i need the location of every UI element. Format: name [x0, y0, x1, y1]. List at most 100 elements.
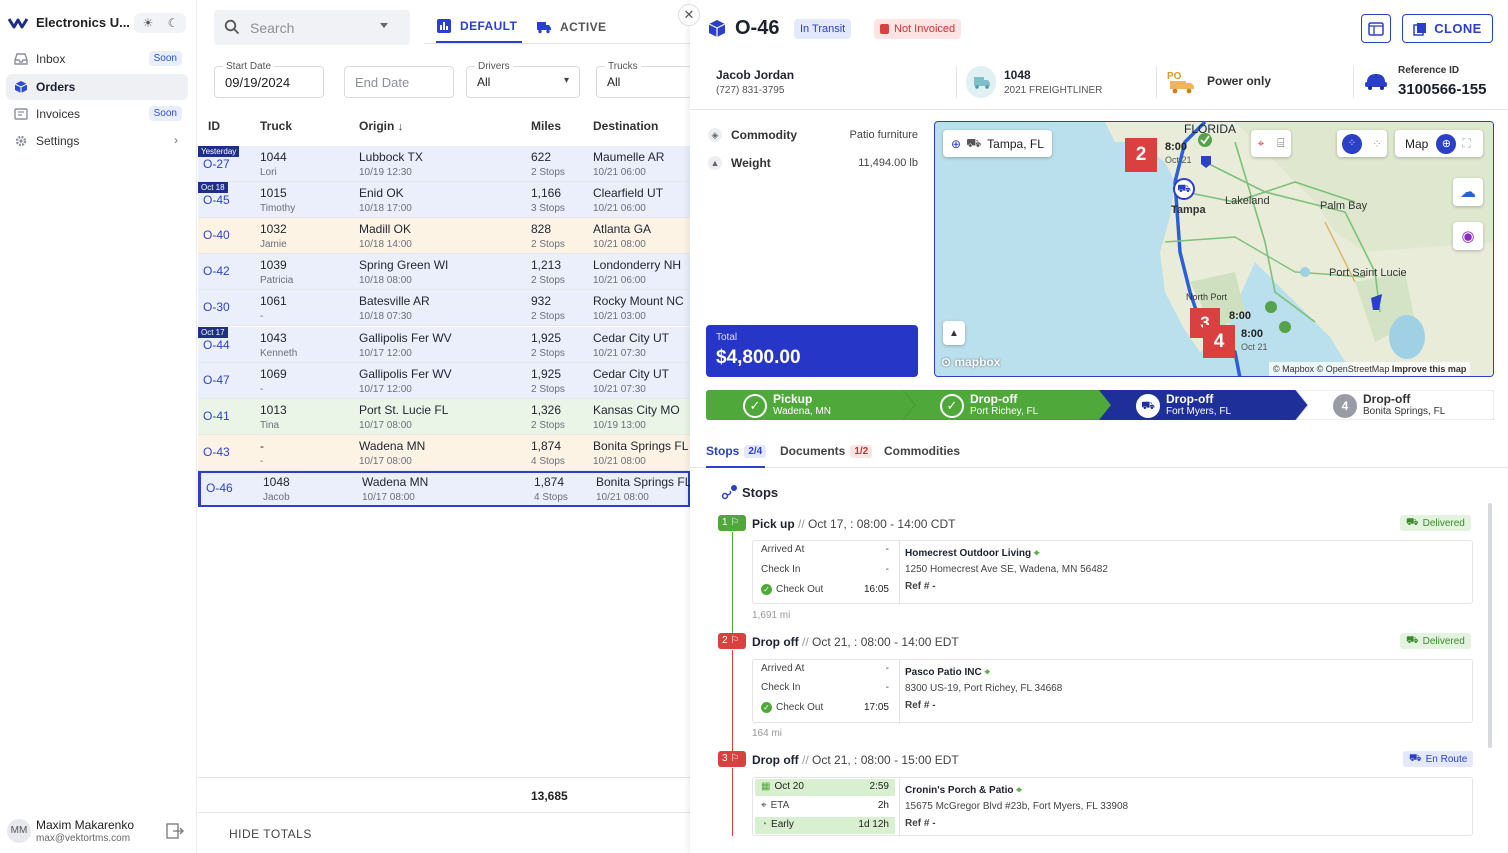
- marker-time: 8:00: [1229, 310, 1252, 322]
- tab-stops[interactable]: Stops 2/4: [706, 444, 767, 458]
- order-id-link[interactable]: O-41: [203, 409, 230, 423]
- route-alt-icon[interactable]: ⁘: [1371, 136, 1383, 151]
- stop-card[interactable]: Arrived At - Check In - ✓ Check Out 17:05…: [752, 659, 1473, 724]
- map-route-control[interactable]: ⁘ ⁘: [1337, 130, 1387, 157]
- tab-commodities[interactable]: Commodities: [884, 444, 960, 458]
- sidebar-item-settings[interactable]: Settings ›: [6, 128, 188, 154]
- map-marker-stop-4[interactable]: 4: [1203, 325, 1235, 358]
- fullscreen-icon[interactable]: ⛶: [1462, 136, 1471, 150]
- theme-toggle[interactable]: ☀ ☾: [134, 13, 186, 33]
- table-row[interactable]: O-30 1061 - Batesville AR 10/18 07:30 932 2 St…: [198, 290, 690, 326]
- step-dropoff-2[interactable]: ⛟ Drop-off Fort Myers, FL: [1099, 390, 1296, 420]
- order-id-link[interactable]: O-46: [206, 481, 233, 495]
- end-date-field[interactable]: End Date: [344, 66, 454, 98]
- step-dropoff-1[interactable]: ✓ Drop-off Port Richey, FL: [903, 390, 1099, 420]
- improve-map-link[interactable]: Improve this map: [1391, 364, 1467, 374]
- order-id-link[interactable]: O-42: [203, 264, 230, 278]
- current-truck-marker-icon[interactable]: ⛟: [1173, 178, 1195, 200]
- order-id-link[interactable]: O-43: [203, 445, 230, 459]
- step-pickup[interactable]: ✓ Pickup Wadena, MN: [706, 390, 903, 420]
- stop-window: Oct 21, : 08:00 - 14:00 EDT: [812, 635, 959, 649]
- hide-totals-button[interactable]: HIDE TOTALS: [229, 827, 312, 841]
- bar-chart-icon: [437, 18, 451, 33]
- reference-value[interactable]: 3100566-155: [1398, 81, 1487, 98]
- order-id-link[interactable]: O-40: [203, 228, 230, 242]
- stop-card[interactable]: ▦ Oct 20 2:59 ⌖ ETA 2h ◔ Early 1d 12h Croni…: [752, 777, 1473, 837]
- facility-address: 1250 Homecrest Ave SE, Wadena, MN 56482: [905, 564, 1108, 575]
- map-layers-control[interactable]: ⌖ ⌸: [1251, 130, 1291, 157]
- sidebar: Electronics U... ☀ ☾ Inbox Soon Orders I…: [0, 0, 197, 853]
- compass-button[interactable]: ▲: [943, 321, 965, 345]
- search-dropdown-icon[interactable]: [380, 23, 388, 28]
- table-row[interactable]: O-41 1013 Tina Port St. Lucie FL 10/17 08:00…: [198, 399, 690, 435]
- tab-documents[interactable]: Documents 1/2: [780, 444, 873, 458]
- search-input[interactable]: Search: [250, 20, 295, 36]
- stop-type: Pick up: [752, 517, 795, 531]
- map-pin-icon[interactable]: ⌖: [1033, 548, 1040, 559]
- map-view-toggle[interactable]: Map ⊕ ⛶: [1395, 130, 1483, 157]
- column-header-truck[interactable]: Truck: [260, 119, 293, 133]
- scrollbar[interactable]: [1488, 503, 1492, 748]
- locate-button[interactable]: ◉: [1453, 222, 1483, 250]
- table-row[interactable]: Oct 18 O-45 1015 Timothy Enid OK 10/18 17:00 1…: [198, 182, 690, 218]
- truck-number[interactable]: 1048: [1004, 68, 1031, 82]
- table-row[interactable]: Oct 17 O-44 1043 Kenneth Gallipolis Fer WV 10…: [198, 327, 690, 363]
- map-pin-icon[interactable]: ⌖: [984, 667, 991, 678]
- clone-button[interactable]: CLONE: [1402, 14, 1493, 43]
- column-header-origin[interactable]: Origin ↓: [359, 119, 403, 133]
- map-marker-stop-2[interactable]: 2: [1125, 138, 1157, 172]
- satellite-icon[interactable]: ⌸: [1277, 136, 1285, 150]
- driver-phone[interactable]: (727) 831-3795: [716, 85, 785, 96]
- tab-active[interactable]: ACTIVE: [536, 10, 616, 43]
- logout-icon[interactable]: [166, 822, 184, 840]
- table-row[interactable]: O-46 1048 Jacob Wadena MN 10/17 08:00 1,874 4 …: [198, 471, 691, 507]
- destination-city: Londonderry NH: [593, 258, 682, 272]
- column-header-destination[interactable]: Destination: [593, 119, 659, 133]
- table-row[interactable]: O-42 1039 Patricia Spring Green WI 10/18 08:…: [198, 254, 690, 290]
- clone-label: CLONE: [1434, 21, 1482, 36]
- tab-label: Commodities: [884, 444, 961, 458]
- map-pin-icon[interactable]: ⌖: [1257, 136, 1265, 150]
- facility-name[interactable]: Cronin's Porch & Patio ⌖: [905, 785, 1022, 796]
- column-header-miles[interactable]: Miles: [531, 119, 562, 133]
- search-box[interactable]: Search: [214, 10, 410, 45]
- table-row[interactable]: O-47 1069 - Gallipolis Fer WV 10/17 12:00 1,9…: [198, 363, 690, 399]
- map-location-chip[interactable]: ⊕ ⛟ Tampa, FL: [943, 130, 1052, 157]
- close-panel-button[interactable]: ✕: [678, 4, 700, 26]
- facility-name[interactable]: Pasco Patio INC ⌖: [905, 667, 990, 678]
- sun-icon[interactable]: ☀: [142, 16, 154, 30]
- facility-name[interactable]: Homecrest Outdoor Living ⌖: [905, 548, 1040, 559]
- map-pin-icon[interactable]: ⌖: [1016, 785, 1022, 796]
- stop-card[interactable]: Arrived At - Check In - ✓ Check Out 16:05…: [752, 540, 1473, 605]
- attribution-text[interactable]: © Mapbox © OpenStreetMap: [1273, 364, 1390, 374]
- open-window-button[interactable]: [1361, 14, 1391, 43]
- table-row[interactable]: O-43 - - Wadena MN 10/17 08:00 1,874 4 Stops Bo…: [198, 435, 690, 471]
- tab-default[interactable]: DEFAULT: [436, 10, 522, 43]
- stops-count: 2 Stops: [531, 384, 565, 395]
- step-dropoff-3[interactable]: 4 Drop-off Bonita Springs, FL: [1296, 390, 1492, 420]
- order-id-link[interactable]: O-44: [203, 338, 230, 352]
- table-row[interactable]: O-40 1032 Jamie Madill OK 10/18 14:00 828 2 St…: [198, 218, 690, 254]
- table-row[interactable]: Yesterday O-27 1044 Lori Lubbock TX 10/19 12:…: [198, 146, 690, 182]
- order-id-link[interactable]: O-45: [203, 193, 230, 207]
- order-title: O-46: [735, 17, 780, 39]
- order-id-link[interactable]: O-30: [203, 300, 230, 314]
- check-circle-icon: ✓: [761, 702, 772, 713]
- sidebar-item-inbox[interactable]: Inbox Soon: [6, 46, 188, 72]
- sidebar-item-invoices[interactable]: Invoices Soon: [6, 101, 188, 127]
- avatar[interactable]: MM: [7, 819, 31, 843]
- drivers-select[interactable]: Drivers All ▾: [466, 61, 580, 98]
- chevron-down-icon: ▾: [563, 75, 569, 86]
- route-map[interactable]: FLORIDA Tampa Lakeland Palm Bay Port Sai…: [934, 121, 1494, 377]
- moon-icon[interactable]: ☾: [167, 16, 179, 30]
- weather-layer-button[interactable]: ☁: [1453, 178, 1483, 206]
- column-header-id[interactable]: ID: [208, 119, 220, 133]
- driver-name[interactable]: Jacob Jordan: [716, 68, 795, 82]
- order-id-link[interactable]: O-27: [203, 157, 230, 171]
- sidebar-item-orders[interactable]: Orders: [6, 74, 188, 100]
- start-date-field[interactable]: Start Date 09/19/2024: [214, 61, 324, 98]
- fit-bounds-icon[interactable]: ⊕: [1436, 133, 1457, 154]
- trucks-select[interactable]: Trucks All: [596, 61, 696, 98]
- route-dots-icon[interactable]: ⁘: [1341, 133, 1362, 154]
- order-id-link[interactable]: O-47: [203, 373, 230, 387]
